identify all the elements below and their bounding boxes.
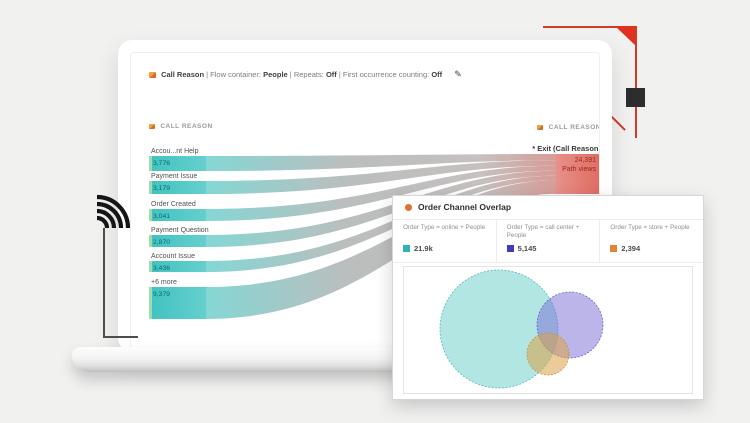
legend-value: 2,394 — [621, 244, 641, 253]
venn-circle-store[interactable] — [526, 332, 570, 376]
flow-node-value: 3,041 — [153, 213, 171, 220]
legend-swatch-orange — [610, 245, 618, 252]
legend-item-online[interactable]: Order Type = online + People 21.9k — [393, 219, 496, 262]
radio-waves-icon — [96, 194, 131, 229]
node-selection-edge — [149, 156, 152, 319]
toolbar-repeats-value: Off — [325, 70, 337, 79]
dimension-icon — [537, 125, 544, 130]
legend-value: 5,145 — [517, 244, 537, 253]
toolbar-flow-container-value: People — [263, 70, 288, 79]
venn-diagram — [403, 266, 693, 394]
flow-node-value: 3,179 — [153, 185, 171, 192]
legend-value: 21.9k — [414, 244, 433, 253]
legend-label: Order Type = online + People — [403, 224, 486, 231]
dimension-icon — [149, 124, 155, 129]
venn-legend: Order Type = online + People 21.9k Order… — [393, 219, 703, 263]
red-corner-triangle — [615, 26, 637, 47]
exit-node-value: 24,391 — [574, 157, 596, 164]
legend-item-store[interactable]: Order Type = store + People 2,394 — [599, 219, 703, 262]
black-square-decoration — [626, 88, 645, 107]
flow-left-node-bars[interactable] — [149, 156, 206, 319]
left-column-header-label: CALL REASON — [160, 123, 213, 130]
flow-node-value: 2,870 — [153, 239, 171, 246]
dimension-chip-icon — [149, 72, 156, 78]
flow-node-label[interactable]: Payment Question — [151, 227, 209, 234]
right-column-header: CALL REASON — [441, 124, 600, 131]
flow-node-label[interactable]: +6 more — [151, 279, 177, 286]
flow-settings-toolbar[interactable]: Call Reason | Flow container: People | R… — [149, 69, 569, 80]
exit-node-bar[interactable] — [556, 154, 600, 194]
right-column-header-label: CALL REASON — [548, 124, 600, 131]
connector-line-vertical — [103, 228, 105, 336]
flow-node-label[interactable]: Payment Issue — [151, 173, 198, 180]
legend-label: Order Type = store + People — [610, 224, 690, 231]
connector-line-horizontal — [103, 336, 138, 338]
toolbar-dimension: Call Reason — [161, 70, 205, 79]
red-diagonal-tick — [610, 115, 626, 131]
toolbar-flow-container-label: | Flow container: — [206, 70, 262, 79]
legend-label: Order Type = call center + People — [506, 224, 580, 240]
red-horizontal-line — [543, 26, 636, 28]
card-header: Order Channel Overlap — [393, 196, 703, 220]
exit-node-label[interactable]: * Exit (Call Reason) — [532, 144, 600, 153]
flow-node-value: 3,776 — [153, 160, 171, 167]
red-vertical-line — [635, 26, 637, 138]
flow-node-value: 3,436 — [153, 265, 171, 272]
edit-pencil-icon[interactable]: ✎ — [454, 69, 462, 79]
venn-bullet-icon — [405, 204, 412, 211]
order-channel-overlap-card: Order Channel Overlap Order Type = onlin… — [392, 195, 704, 400]
exit-node-metric: Path views — [562, 166, 596, 174]
flow-node-label[interactable]: Account Issue — [151, 253, 195, 260]
exit-node-values: 24,391 Path views — [461, 156, 596, 175]
flow-node-label[interactable]: Accou...nt Help — [151, 148, 199, 155]
toolbar-repeats-label: | Repeats: — [289, 70, 324, 79]
legend-swatch-teal — [403, 245, 410, 252]
flow-node-value: 9,379 — [153, 291, 171, 298]
card-title: Order Channel Overlap — [418, 202, 512, 212]
toolbar-first-occurrence-label: | First occurrence counting: — [338, 70, 430, 79]
legend-swatch-indigo — [506, 245, 514, 252]
toolbar-first-occurrence-value: Off — [431, 70, 443, 79]
left-column-header: CALL REASON — [149, 123, 213, 130]
flow-node-label[interactable]: Order Created — [151, 201, 196, 208]
legend-item-call-center[interactable]: Order Type = call center + People 5,145 — [495, 219, 600, 262]
laptop-screen: Call Reason | Flow container: People | R… — [118, 40, 612, 352]
